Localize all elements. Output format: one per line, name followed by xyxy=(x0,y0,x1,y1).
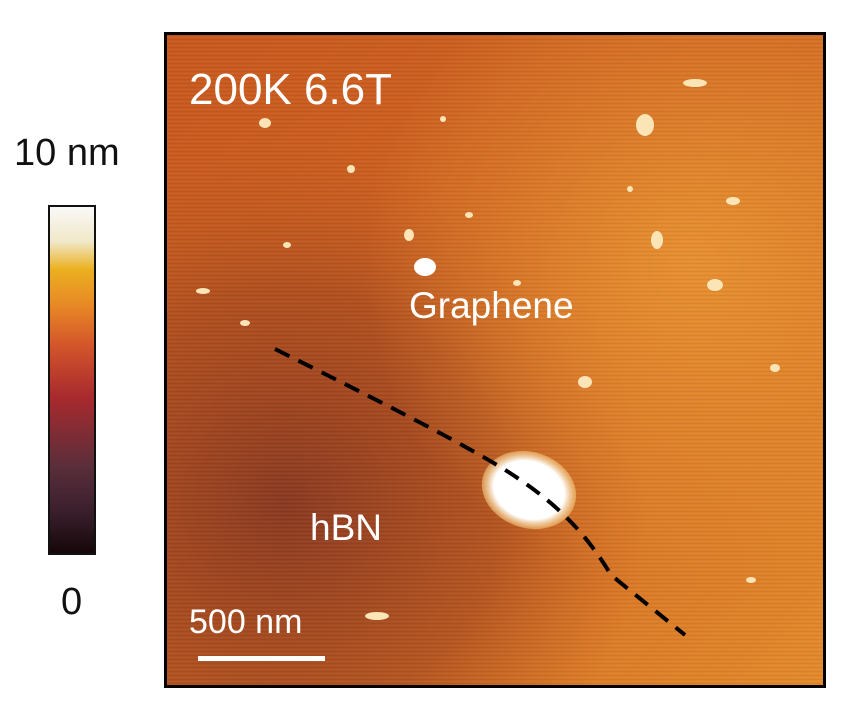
surface-particles xyxy=(196,79,780,620)
scale-bar-label: 500 nm xyxy=(189,603,303,641)
colorbar xyxy=(48,205,96,555)
scan-lines xyxy=(167,35,823,685)
scale-bar xyxy=(198,656,325,661)
measurement-condition-label: 200K 6.6T xyxy=(189,65,393,114)
graphene-region-label: Graphene xyxy=(409,285,574,326)
afm-topography-image xyxy=(167,35,823,685)
hbn-region-label: hBN xyxy=(310,507,382,548)
graphene-hbn-boundary xyxy=(274,347,687,637)
colorbar-max-label: 10 nm xyxy=(14,132,120,174)
afm-image-frame: 200K 6.6T Graphene hBN 500 nm xyxy=(164,32,826,688)
colorbar-min-label: 0 xyxy=(61,581,83,623)
